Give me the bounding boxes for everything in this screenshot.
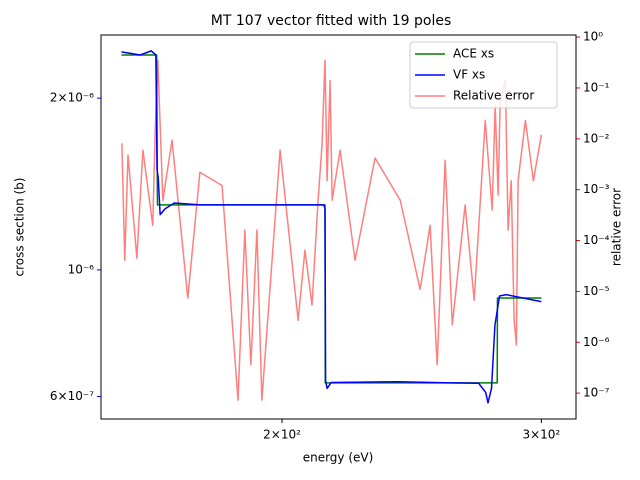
x-tick-label: 3×10² [522,428,560,442]
y2-tick-label: 10⁻¹ [583,80,610,94]
y-axis-label: cross section (b) [13,178,27,277]
y2-tick-label: 10⁻⁵ [583,284,610,298]
legend-box [409,41,558,109]
y2-tick-label: 10⁻³ [583,182,610,196]
series-line [121,50,542,404]
legend-label: Relative error [453,89,534,103]
plot-frame [100,34,577,420]
x-axis-label: energy (eV) [303,451,374,465]
y2-axis-label: relative error [610,188,624,266]
legend-label: ACE xs [453,47,494,61]
y2-tick-label: 10⁻⁶ [583,335,610,349]
y2-tick-label: 10⁻⁴ [583,233,610,247]
chart-title: MT 107 vector fitted with 19 poles [211,13,452,29]
y2-tick-label: 10⁻² [583,131,610,145]
y-tick-label: 6×10⁻⁷ [50,389,94,403]
y2-tick-label: 10⁻⁷ [583,386,610,400]
y-tick-label: 10⁻⁶ [68,262,95,276]
legend-label: VF xs [453,68,485,82]
x-tick-label: 2×10² [263,428,301,442]
y2-tick-label: 10⁰ [583,30,603,44]
y-tick-label: 2×10⁻⁶ [50,91,94,105]
